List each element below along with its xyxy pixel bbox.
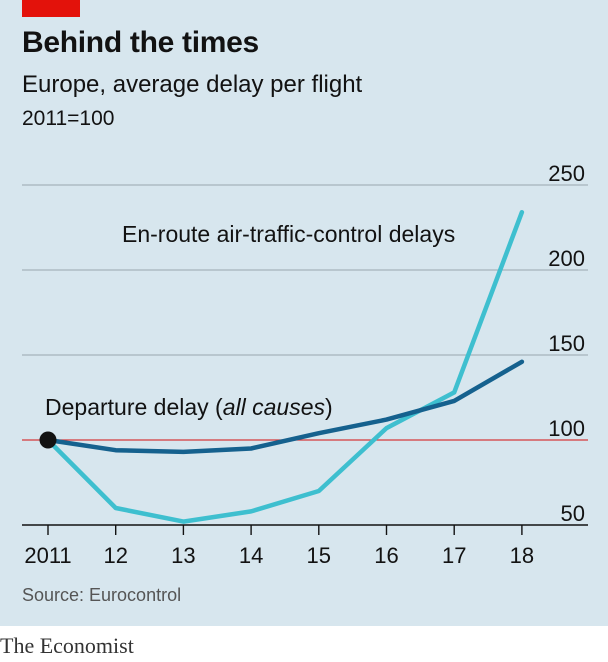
x-tick-label-2015: 15 — [307, 543, 331, 568]
y-tick-label-250: 250 — [548, 161, 585, 186]
enroute-series-label: En-route air-traffic-control delays — [122, 221, 455, 247]
y-tick-label-50: 50 — [561, 501, 585, 526]
chart-panel — [0, 0, 608, 626]
x-tick-label-2012: 12 — [103, 543, 127, 568]
base-year-marker — [39, 431, 57, 449]
brand-footer: The Economist — [0, 633, 134, 658]
y-tick-label-100: 100 — [548, 416, 585, 441]
source-note: Source: Eurocontrol — [22, 585, 182, 605]
y-tick-label-200: 200 — [548, 246, 585, 271]
annotations: En-route air-traffic-control delays Depa… — [45, 221, 455, 420]
x-tick-label-2016: 16 — [374, 543, 398, 568]
x-tick-label-2011: 2011 — [24, 543, 71, 568]
departure-series-label: Departure delay (all causes) — [45, 394, 333, 420]
x-tick-label-2018: 18 — [510, 543, 534, 568]
departure-label-suffix: ) — [325, 394, 333, 420]
line-chart: 50 100 150 200 250 2011 12 13 14 15 16 17 18 En-rou… — [22, 161, 588, 568]
departure-label-italic: all causes — [223, 394, 326, 420]
x-tick-label-2014: 14 — [239, 543, 263, 568]
departure-label-prefix: Departure delay ( — [45, 394, 223, 420]
index-note: 2011=100 — [22, 107, 115, 130]
brand-red-tag — [22, 0, 80, 17]
x-tick-label-2013: 13 — [171, 543, 195, 568]
chart-subtitle: Europe, average delay per flight — [22, 71, 363, 98]
y-tick-label-150: 150 — [548, 331, 585, 356]
enroute-atc-delay-line — [45, 209, 525, 524]
series-lines — [39, 209, 525, 524]
x-axis: 2011 12 13 14 15 16 17 18 — [22, 524, 588, 568]
x-tick-label-2017: 17 — [442, 543, 466, 568]
departure-delay-line — [45, 359, 525, 455]
chart-title: Behind the times — [22, 26, 259, 59]
gridlines: 50 100 150 200 250 — [22, 161, 588, 526]
